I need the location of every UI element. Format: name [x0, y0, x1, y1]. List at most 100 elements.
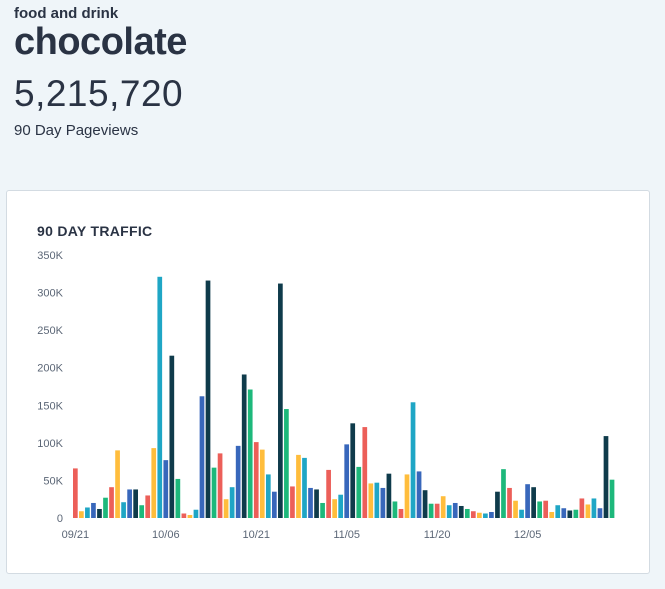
traffic-bar[interactable]: [79, 511, 84, 518]
traffic-bar[interactable]: [145, 495, 151, 518]
traffic-bar[interactable]: [513, 500, 518, 518]
traffic-bar[interactable]: [404, 474, 410, 518]
traffic-bar[interactable]: [332, 499, 337, 518]
traffic-bar[interactable]: [362, 427, 368, 518]
traffic-bar[interactable]: [229, 487, 235, 518]
metric-label: 90 Day Pageviews: [14, 122, 139, 139]
x-tick-label: 11/05: [333, 529, 360, 541]
traffic-bar[interactable]: [163, 460, 169, 518]
traffic-bar[interactable]: [133, 489, 138, 518]
traffic-bar[interactable]: [284, 409, 289, 518]
traffic-bar[interactable]: [579, 498, 585, 518]
traffic-bar[interactable]: [356, 466, 362, 518]
traffic-bar[interactable]: [121, 502, 126, 518]
traffic-bar[interactable]: [483, 513, 488, 518]
traffic-bar[interactable]: [205, 280, 211, 518]
traffic-bar[interactable]: [561, 508, 567, 518]
traffic-bar[interactable]: [265, 474, 271, 518]
traffic-bar[interactable]: [609, 479, 615, 518]
traffic-bar[interactable]: [211, 467, 217, 518]
traffic-bar[interactable]: [151, 448, 157, 518]
traffic-bar[interactable]: [308, 487, 313, 518]
traffic-bar[interactable]: [314, 489, 319, 518]
traffic-bar[interactable]: [217, 453, 223, 518]
traffic-bar[interactable]: [235, 445, 241, 518]
traffic-bar[interactable]: [157, 276, 163, 518]
traffic-bar[interactable]: [109, 487, 114, 518]
traffic-bar[interactable]: [127, 489, 132, 518]
traffic-bar[interactable]: [543, 500, 549, 518]
traffic-bar[interactable]: [458, 505, 464, 518]
traffic-bar[interactable]: [585, 504, 591, 518]
traffic-bar[interactable]: [350, 423, 356, 518]
traffic-bar[interactable]: [567, 510, 573, 518]
traffic-bar[interactable]: [555, 505, 561, 518]
traffic-bar[interactable]: [187, 514, 193, 518]
traffic-bar[interactable]: [380, 487, 386, 518]
traffic-bar[interactable]: [603, 436, 609, 518]
traffic-bar[interactable]: [446, 505, 452, 518]
traffic-bar[interactable]: [410, 402, 416, 518]
traffic-bar[interactable]: [139, 505, 145, 518]
traffic-bar[interactable]: [549, 511, 555, 518]
traffic-bar[interactable]: [247, 389, 253, 518]
traffic-bar[interactable]: [344, 444, 350, 518]
traffic-bar[interactable]: [434, 503, 440, 518]
traffic-bar[interactable]: [398, 508, 404, 518]
y-tick-label: 350K: [37, 250, 63, 262]
x-tick-label: 12/05: [514, 529, 542, 541]
traffic-bar[interactable]: [302, 457, 307, 518]
traffic-bar[interactable]: [374, 482, 380, 518]
traffic-bar[interactable]: [452, 502, 458, 518]
traffic-bar[interactable]: [525, 484, 530, 518]
page-title: chocolate: [14, 21, 187, 63]
traffic-bar[interactable]: [416, 471, 422, 518]
traffic-bar[interactable]: [591, 498, 597, 518]
traffic-bar[interactable]: [470, 511, 476, 518]
traffic-bar[interactable]: [537, 501, 543, 518]
traffic-bar[interactable]: [175, 478, 181, 518]
traffic-bar[interactable]: [85, 507, 90, 518]
traffic-bar[interactable]: [392, 501, 398, 518]
traffic-bar[interactable]: [531, 487, 536, 518]
traffic-bar[interactable]: [290, 486, 295, 518]
traffic-bar[interactable]: [271, 491, 277, 518]
traffic-bar[interactable]: [501, 469, 506, 518]
traffic-bar[interactable]: [103, 497, 108, 518]
traffic-bar[interactable]: [464, 508, 470, 518]
traffic-bar[interactable]: [440, 496, 446, 518]
bar-series: [73, 276, 615, 518]
traffic-bar[interactable]: [296, 454, 301, 518]
traffic-bar[interactable]: [519, 509, 524, 518]
traffic-bar[interactable]: [422, 490, 428, 518]
traffic-bar[interactable]: [338, 494, 344, 518]
traffic-bar[interactable]: [368, 483, 374, 518]
traffic-bar[interactable]: [597, 508, 603, 518]
y-axis: 0 50K 100K 150K 200K 250K 300K 350K: [37, 250, 63, 525]
traffic-bar[interactable]: [428, 503, 434, 518]
traffic-chart-card: 90 DAY TRAFFIC 0 50K 100K 150K 200K 250K 300K 3…: [6, 190, 650, 574]
traffic-bar[interactable]: [169, 355, 175, 518]
traffic-bar[interactable]: [253, 442, 259, 518]
traffic-bar[interactable]: [223, 499, 229, 518]
traffic-bar[interactable]: [199, 396, 205, 518]
traffic-bar[interactable]: [91, 502, 96, 518]
traffic-bar[interactable]: [573, 509, 579, 518]
traffic-bar[interactable]: [193, 509, 199, 518]
traffic-bar[interactable]: [259, 449, 265, 518]
y-tick-label: 50K: [43, 475, 63, 487]
traffic-bar[interactable]: [507, 487, 512, 518]
traffic-bar[interactable]: [115, 450, 120, 518]
traffic-bar[interactable]: [97, 508, 102, 518]
traffic-bar[interactable]: [241, 374, 247, 518]
traffic-bar[interactable]: [477, 512, 482, 518]
traffic-bar[interactable]: [320, 502, 325, 518]
traffic-bar[interactable]: [489, 511, 494, 518]
traffic-bar[interactable]: [386, 473, 392, 518]
traffic-bar[interactable]: [181, 513, 187, 518]
traffic-bar[interactable]: [278, 283, 283, 518]
traffic-bar[interactable]: [495, 491, 500, 518]
traffic-bar[interactable]: [73, 468, 78, 518]
x-tick-label: 09/21: [62, 529, 90, 541]
traffic-bar[interactable]: [326, 469, 331, 518]
